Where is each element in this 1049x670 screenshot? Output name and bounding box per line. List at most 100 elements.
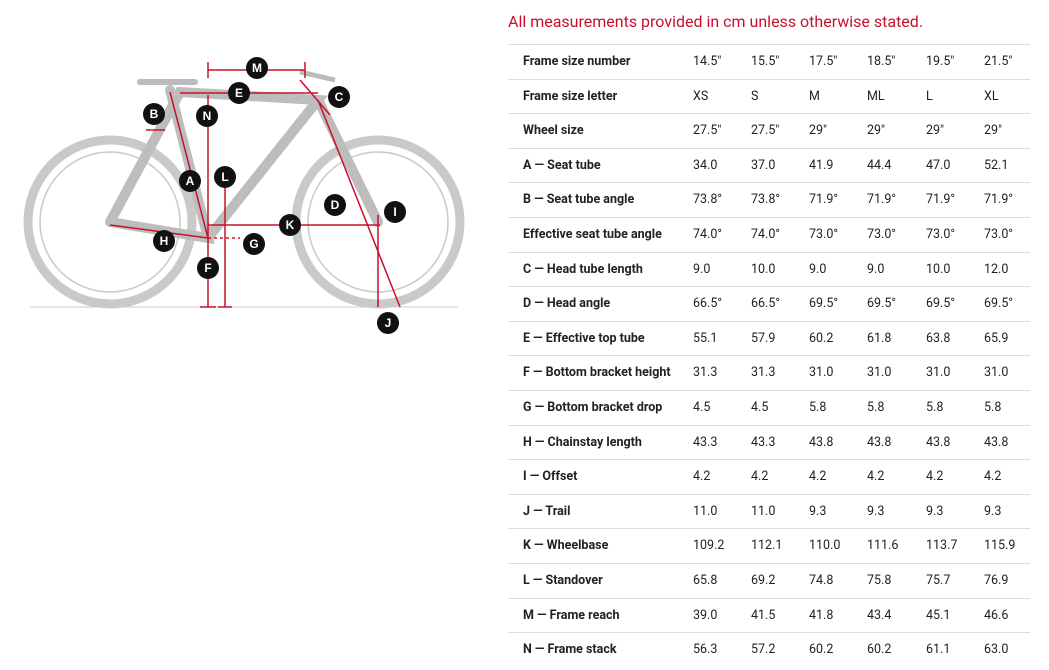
label-badge <box>243 233 265 255</box>
cell: 9.0 <box>693 261 711 277</box>
row-label: F — Bottom bracket height <box>523 365 671 381</box>
cell: XL <box>984 88 999 104</box>
table-row: Wheel size 27.5" 27.5" 29" 29" 29" 29" <box>508 113 1030 149</box>
cell: 14.5" <box>693 54 722 69</box>
cell: 31.3 <box>751 365 776 381</box>
row-label: N — Frame stack <box>523 642 617 658</box>
label-letter: H <box>160 234 169 248</box>
cell: 61.8 <box>867 330 892 346</box>
row-label: D — Head angle <box>523 296 611 312</box>
label-badge <box>228 82 250 104</box>
cell: 9.0 <box>867 261 885 277</box>
label-badge <box>197 257 219 279</box>
cell: 5.8 <box>867 400 885 415</box>
label-letter: C <box>335 90 344 104</box>
cell: ML <box>867 88 885 104</box>
cell: 46.6 <box>984 607 1009 623</box>
cell: 5.8 <box>984 400 1002 415</box>
row-label: H — Chainstay length <box>523 434 642 450</box>
table-row: H — Chainstay length 43.3 43.3 43.8 43.8 43.8… <box>508 424 1030 461</box>
cell: 43.8 <box>809 434 834 450</box>
row-label: Effective seat tube angle <box>523 227 662 242</box>
cell: 21.5" <box>984 54 1013 69</box>
cell: 45.1 <box>926 607 951 623</box>
cell: 63.8 <box>926 330 951 346</box>
cell: 71.9° <box>809 192 839 208</box>
cell: 71.9° <box>984 192 1014 208</box>
table-row: B — Seat tube angle 73.8° 73.8° 71.9° 71.9° 7… <box>508 182 1030 218</box>
table-row: A — Seat tube 34.0 37.0 41.9 44.4 47.0 52.1 <box>508 147 1030 184</box>
table-row: I — Offset 4.2 4.2 4.2 4.2 4.2 4.2 <box>508 459 1030 495</box>
cell: 12.0 <box>984 261 1009 277</box>
table-row: D — Head angle 66.5° 66.5° 69.5° 69.5° 69.5° 6… <box>508 286 1030 322</box>
labels: ME C B N L A D I K H G F J <box>143 57 406 334</box>
cell: 73.0° <box>809 227 839 242</box>
label-letter: D <box>331 198 340 212</box>
label-letter: B <box>150 107 159 121</box>
cell: 110.0 <box>809 538 841 554</box>
cell: 31.0 <box>867 365 892 381</box>
row-label: M — Frame reach <box>523 607 620 623</box>
label-badge <box>328 86 350 108</box>
cell: 69.5° <box>867 296 897 312</box>
cell: 19.5" <box>926 54 955 69</box>
cell: 69.2 <box>751 573 776 588</box>
cell: 27.5" <box>693 123 722 139</box>
cell: 4.2 <box>926 469 944 485</box>
cell: 43.8 <box>984 434 1009 450</box>
cell: 4.2 <box>693 469 711 485</box>
cell: 60.2 <box>809 642 834 658</box>
table-row: Frame size letter XS S M ML L XL <box>508 78 1030 115</box>
label-letter: N <box>203 109 212 123</box>
table-row: M — Frame reach 39.0 41.5 41.8 43.4 45.1 46.6 <box>508 597 1030 634</box>
note: All measurements provided in cm unless o… <box>508 12 924 31</box>
cell: 9.0 <box>809 261 827 277</box>
cell: 9.3 <box>984 503 1002 519</box>
cell: 34.0 <box>693 157 718 173</box>
cell: 31.0 <box>984 365 1009 381</box>
row-label: C — Head tube length <box>523 261 643 277</box>
cell: 18.5" <box>867 54 896 69</box>
cell: 111.6 <box>867 538 899 554</box>
cell: 10.0 <box>926 261 951 277</box>
label-letter: E <box>235 86 243 100</box>
table-row: L — Standover 65.8 69.2 74.8 75.8 75.7 76.9 <box>508 563 1030 599</box>
table-row: F — Bottom bracket height 31.3 31.3 31.0 31.… <box>508 355 1030 391</box>
row-label: B — Seat tube angle <box>523 192 635 208</box>
cell: 61.1 <box>926 642 951 658</box>
cell: 57.2 <box>751 642 776 658</box>
cell: 31.3 <box>693 365 718 381</box>
label-letter: M <box>252 61 262 75</box>
label-letter: J <box>385 316 392 330</box>
cell: 37.0 <box>751 157 776 173</box>
cell: 66.5° <box>693 296 723 312</box>
cell: 4.5 <box>693 400 711 415</box>
row-label: Frame size number <box>523 54 631 69</box>
cell: 52.1 <box>984 157 1009 173</box>
cell: 41.5 <box>751 607 776 623</box>
cell: 57.9 <box>751 330 776 346</box>
cell: 66.5° <box>751 296 781 312</box>
table-row: E — Effective top tube 55.1 57.9 60.2 61.8 63… <box>508 320 1030 357</box>
row-label: Frame size letter <box>523 88 618 104</box>
cell: 39.0 <box>693 607 718 623</box>
cell: 74.8 <box>809 573 834 588</box>
cell: 43.4 <box>867 607 892 623</box>
cell: 113.7 <box>926 538 958 554</box>
cell: 4.2 <box>984 469 1002 485</box>
table-row: Effective seat tube angle 74.0° 74.0° 73.0°… <box>508 217 1030 253</box>
label-badge <box>377 312 399 334</box>
cell: 11.0 <box>751 503 776 519</box>
label-letter: L <box>221 170 228 184</box>
cell: 63.0 <box>984 642 1009 658</box>
label-letter: G <box>249 237 258 251</box>
label-letter: A <box>186 174 195 188</box>
label-badge <box>279 214 301 236</box>
cell: 9.3 <box>809 503 827 519</box>
cell: 65.8 <box>693 573 718 588</box>
cell: 27.5" <box>751 123 780 139</box>
cell: 60.2 <box>809 330 834 346</box>
row-label: J — Trail <box>523 503 571 519</box>
cell: 73.0° <box>867 227 897 242</box>
table-row: N — Frame stack 56.3 57.2 60.2 60.2 61.1 63.0 <box>508 632 1030 668</box>
